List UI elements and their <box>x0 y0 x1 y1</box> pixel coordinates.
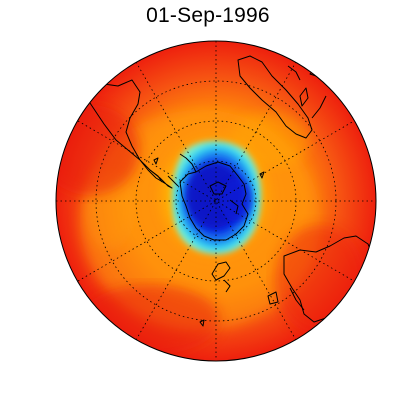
map-title: 01-Sep-1996 <box>146 4 270 27</box>
graticule <box>56 41 376 361</box>
map-border <box>55 40 377 362</box>
antarctica-icon <box>179 161 249 241</box>
ozone-field <box>56 41 376 361</box>
south-america-icon <box>87 79 173 189</box>
new-zealand-icon <box>211 261 231 281</box>
africa-icon <box>237 55 313 139</box>
